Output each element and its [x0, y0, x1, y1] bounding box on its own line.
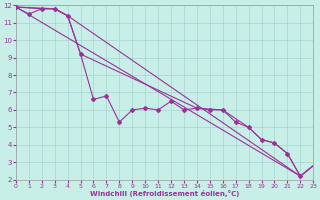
X-axis label: Windchill (Refroidissement éolien,°C): Windchill (Refroidissement éolien,°C)	[90, 190, 239, 197]
